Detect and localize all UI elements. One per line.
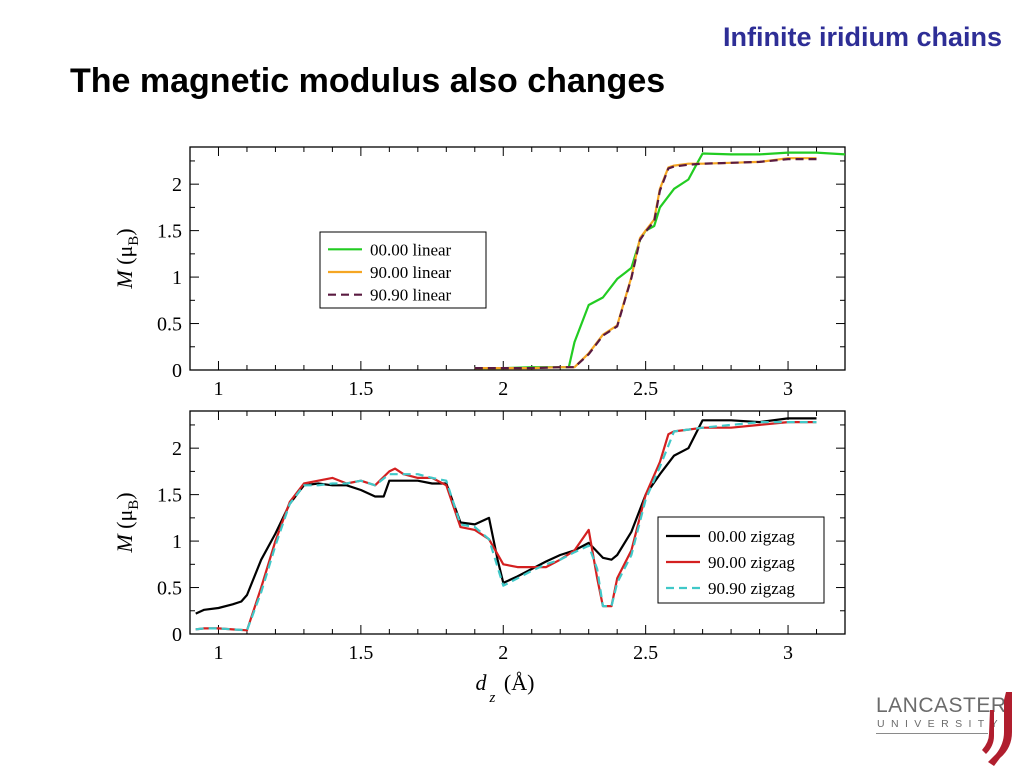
y-tick-label: 0.5: [157, 578, 182, 600]
legend-label: 90.00 linear: [370, 263, 452, 282]
y-tick-label: 0: [172, 360, 182, 382]
legend-label: 00.00 linear: [370, 240, 452, 259]
lancaster-crest-icon: [982, 692, 1012, 766]
plot-frame: [189, 410, 846, 635]
y-tick-label: 1.5: [157, 485, 182, 507]
series-line-00-00-linear: [474, 151, 845, 370]
logo-wordmark: LANCASTER: [876, 694, 1007, 717]
y-tick-label: 2: [172, 174, 182, 196]
series-line-90-00-linear: [474, 157, 817, 370]
y-tick-label: 1: [172, 267, 182, 289]
y-axis-label: M (μB): [112, 492, 142, 553]
x-tick-label: 2: [498, 378, 508, 400]
logo-rule: [876, 733, 988, 734]
slide-heading: The magnetic modulus also changes: [70, 62, 666, 100]
plot-frame: [189, 146, 846, 371]
x-tick-label: 1: [213, 378, 223, 400]
series-line-00-00-zigzag: [195, 417, 817, 615]
legend-label: 90.90 zigzag: [708, 579, 795, 598]
x-tick-label: 3: [783, 642, 793, 664]
y-tick-label: 0.5: [157, 314, 182, 336]
x-tick-label: 2: [498, 642, 508, 664]
lancaster-university-logo: LANCASTER UNIVERSITY: [872, 690, 1022, 768]
x-tick-label: 3: [783, 378, 793, 400]
series-line-90-90-linear: [474, 158, 817, 370]
y-tick-label: 1.5: [157, 221, 182, 243]
x-tick-label: 1.5: [348, 642, 373, 664]
chart-panel-1: 1 1.5 2 2.5 3 0 0.5 1 1.5 2 M (μB) 00.00 linear 90.0…: [112, 146, 846, 400]
x-axis-label: dz (Å): [476, 670, 535, 706]
x-tick-label: 2.5: [633, 642, 658, 664]
y-axis-label: M (μB): [112, 228, 142, 289]
legend-label: 90.90 linear: [370, 286, 452, 305]
legend-label: 00.00 zigzag: [708, 527, 795, 546]
chart-panel-2: 1 1.5 2 2.5 3 0 0.5 1 1.5 2 M (μB) dz (Å) 00.00 zigz…: [112, 410, 846, 706]
logo-subtitle: UNIVERSITY: [877, 718, 1005, 730]
y-tick-label: 2: [172, 438, 182, 460]
x-tick-label: 2.5: [633, 378, 658, 400]
y-tick-label: 1: [172, 531, 182, 553]
x-tick-label: 1: [213, 642, 223, 664]
legend-label: 90.00 zigzag: [708, 553, 795, 572]
y-tick-label: 0: [172, 624, 182, 646]
section-title: Infinite iridium chains: [722, 22, 1002, 52]
series-line-90-90-zigzag: [195, 421, 817, 632]
x-tick-label: 1.5: [348, 378, 373, 400]
